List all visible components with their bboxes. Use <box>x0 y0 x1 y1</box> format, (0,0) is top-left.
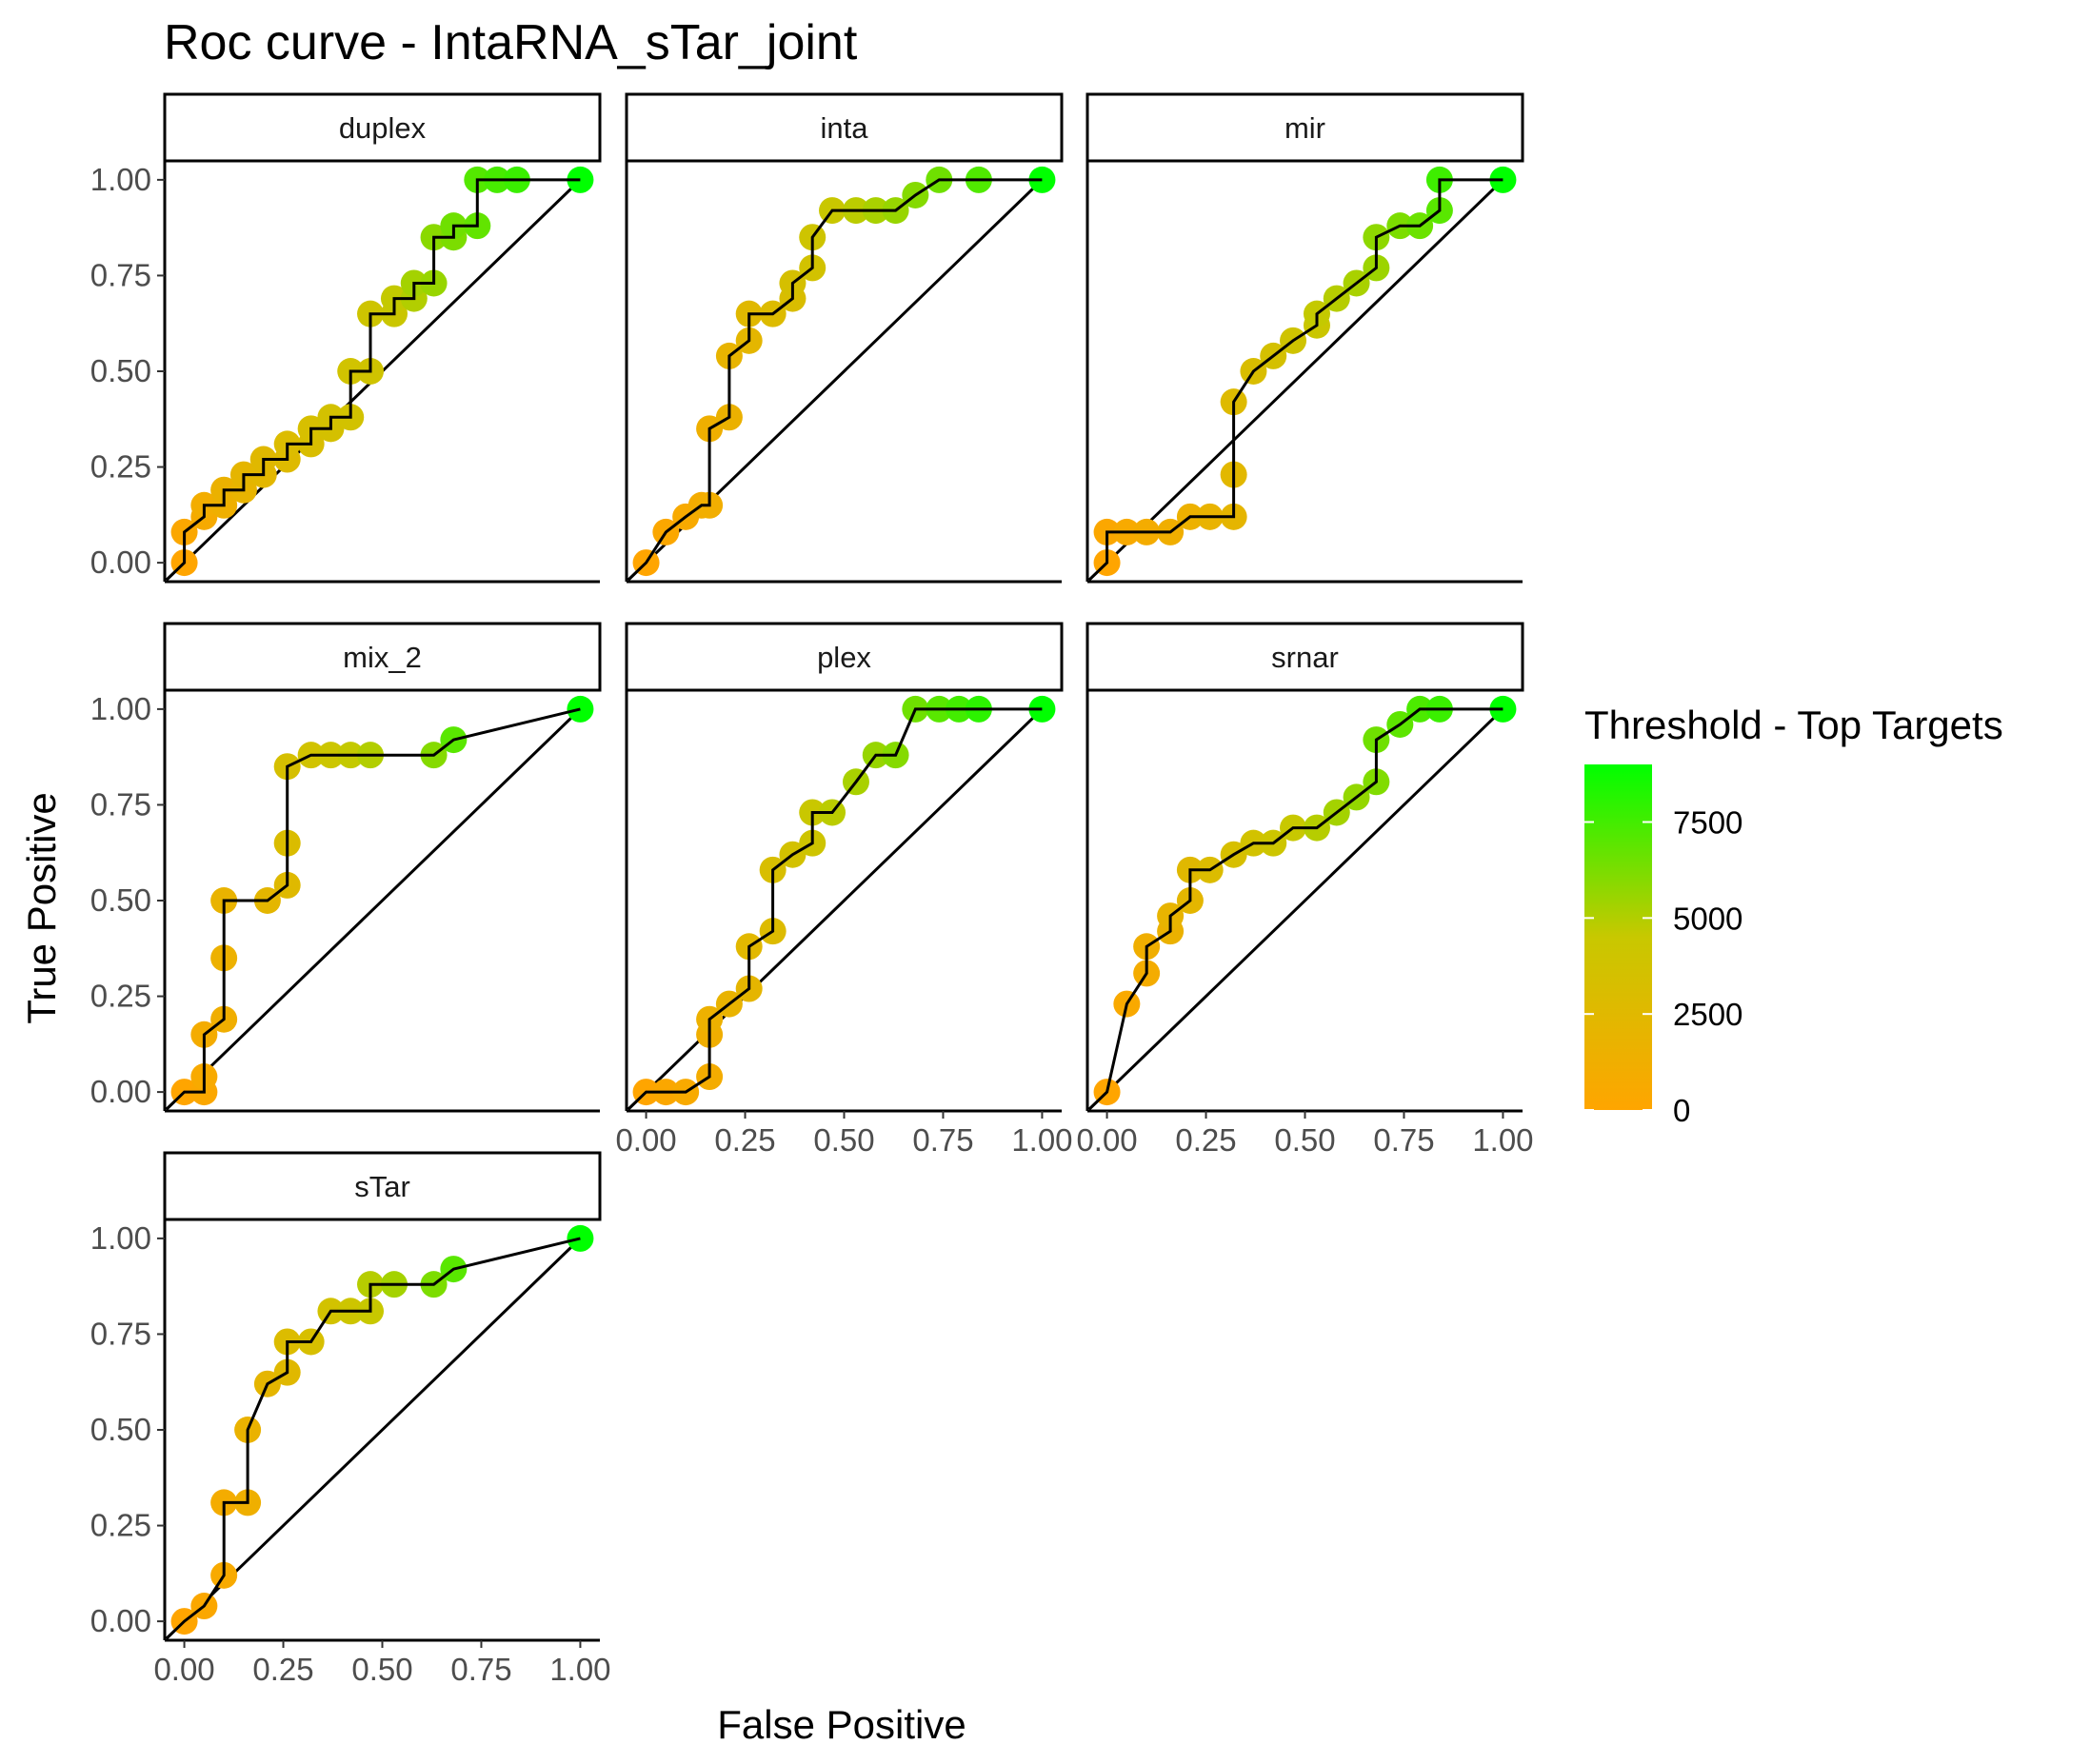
strip-box <box>625 622 1064 692</box>
strip-label: mix_2 <box>343 641 422 674</box>
legend-title: Threshold - Top Targets <box>1584 703 2003 747</box>
strip-label: mir <box>1284 111 1325 145</box>
y-tick-label: 0.25 <box>90 1508 151 1543</box>
x-tick-label: 0.50 <box>1274 1122 1335 1158</box>
x-tick-label: 0.25 <box>1175 1122 1236 1158</box>
roc-point <box>1028 695 1056 723</box>
x-tick-label: 0.75 <box>450 1652 511 1687</box>
panel-duplex: duplex 0.00 0.25 0.50 0.75 1.00 <box>90 92 602 584</box>
roc-point <box>1489 166 1517 193</box>
strip-label: inta <box>821 111 869 145</box>
strip-label: sTar <box>354 1170 410 1203</box>
y-tick-label: 0.50 <box>90 882 151 918</box>
roc-point <box>1028 166 1056 193</box>
x-tick-label: 0.25 <box>252 1652 313 1687</box>
y-tick-label: 0.50 <box>90 1412 151 1447</box>
y-tick-label: 1.00 <box>90 162 151 197</box>
y-tick-label: 0.50 <box>90 353 151 388</box>
x-tick-label: 0.25 <box>714 1122 775 1158</box>
legend-tick-label: 5000 <box>1673 901 1742 936</box>
x-tick-label: 0.50 <box>813 1122 874 1158</box>
panel-inta: inta <box>625 92 1064 584</box>
y-tick-label: 1.00 <box>90 691 151 726</box>
x-tick-label: 0.00 <box>615 1122 676 1158</box>
y-tick-label: 0.75 <box>90 786 151 822</box>
panel-mir: mir <box>1085 92 1524 584</box>
x-tick-label: 0.50 <box>351 1652 412 1687</box>
roc-line <box>627 178 1043 582</box>
roc-point <box>567 695 594 723</box>
x-tick-label: 1.00 <box>549 1652 610 1687</box>
roc-point <box>567 166 594 193</box>
y-tick-label: 0.75 <box>90 257 151 292</box>
legend-tick-label: 2500 <box>1673 997 1742 1032</box>
panel-plex: plex 0.00 0.25 0.50 0.75 1.00 <box>615 622 1073 1158</box>
x-tick-label: 0.00 <box>153 1652 214 1687</box>
facet-panels: duplex 0.00 0.25 0.50 0.75 1.00 inta mir mix_2 0.… <box>90 92 1534 1687</box>
strip-label: plex <box>817 641 871 674</box>
legend-colorbar <box>1584 764 1652 1110</box>
roc-line <box>165 707 581 1111</box>
strip-box <box>163 92 602 163</box>
strip-box <box>163 1151 602 1221</box>
y-tick-label: 0.00 <box>90 1603 151 1638</box>
roc-line <box>165 178 581 582</box>
strip-box <box>163 622 602 692</box>
x-axis-title: False Positive <box>717 1702 966 1747</box>
roc-line <box>627 707 1043 1111</box>
y-tick-label: 0.25 <box>90 449 151 485</box>
legend-tick-label: 0 <box>1673 1093 1690 1128</box>
roc-line <box>1087 178 1504 582</box>
x-tick-label: 0.75 <box>912 1122 973 1158</box>
legend: Threshold - Top Targets 0 2500 5000 7500 <box>1584 703 2003 1128</box>
y-tick-label: 0.00 <box>90 545 151 580</box>
y-tick-label: 1.00 <box>90 1220 151 1256</box>
y-tick-label: 0.25 <box>90 979 151 1014</box>
roc-point <box>567 1224 594 1252</box>
x-tick-label: 0.75 <box>1373 1122 1434 1158</box>
x-tick-label: 1.00 <box>1472 1122 1533 1158</box>
roc-line <box>1087 707 1504 1111</box>
y-tick-label: 0.75 <box>90 1316 151 1351</box>
y-tick-label: 0.00 <box>90 1074 151 1109</box>
diagonal-reference-line <box>627 707 1044 1111</box>
panel-srnar: srnar 0.00 0.25 0.50 0.75 1.00 <box>1076 622 1534 1158</box>
strip-label: srnar <box>1271 641 1339 674</box>
roc-line <box>165 1237 581 1640</box>
strip-box <box>1085 92 1524 163</box>
chart-title: Roc curve - IntaRNA_sTar_joint <box>164 15 858 70</box>
panel-mix_2: mix_2 0.00 0.25 0.50 0.75 1.00 <box>90 622 602 1113</box>
legend-tick-label: 7500 <box>1673 805 1742 841</box>
roc-point <box>1489 695 1517 723</box>
x-tick-label: 1.00 <box>1011 1122 1072 1158</box>
strip-box <box>625 92 1064 163</box>
diagonal-reference-line <box>1087 707 1504 1111</box>
strip-box <box>1085 622 1524 692</box>
panel-sTar: sTar 0.00 0.25 0.50 0.75 1.00 0.00 0.25 0.50 0.75… <box>90 1151 611 1687</box>
y-axis-title: True Positive <box>19 792 64 1024</box>
diagonal-reference-line <box>165 707 582 1111</box>
diagonal-reference-line <box>1087 178 1504 582</box>
strip-label: duplex <box>339 111 427 145</box>
legend-ticks: 0 2500 5000 7500 <box>1584 805 1742 1128</box>
x-tick-label: 0.00 <box>1076 1122 1137 1158</box>
